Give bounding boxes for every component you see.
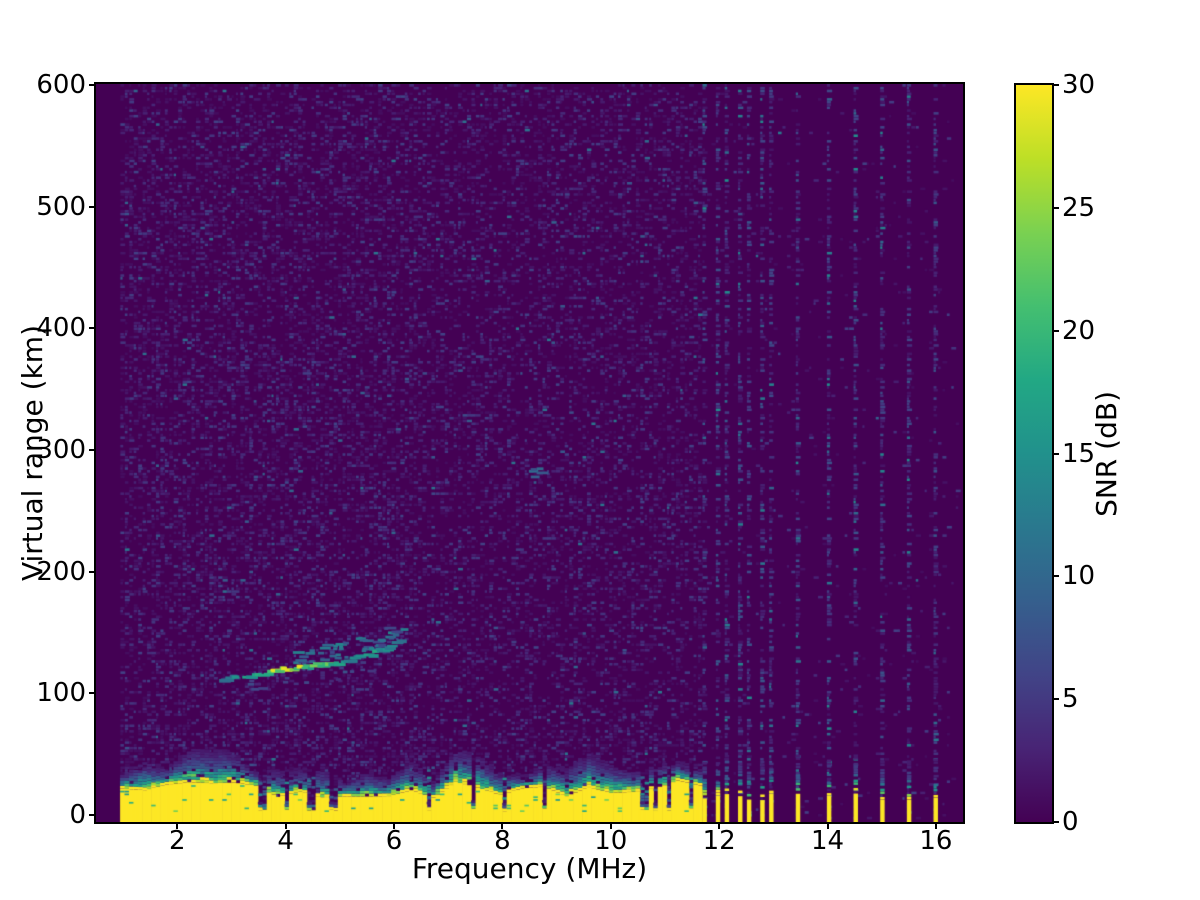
x-tick-label: 4	[277, 826, 294, 856]
colorbar-tick-label: 0	[1062, 807, 1079, 837]
colorbar-tick-label: 10	[1062, 561, 1096, 592]
colorbar-tick-mark	[1052, 84, 1059, 86]
y-tick-mark	[89, 205, 96, 208]
x-tick-label: 6	[385, 826, 403, 856]
colorbar-tick-mark	[1052, 329, 1059, 332]
colorbar-tick-label: 15	[1062, 438, 1096, 469]
colorbar-tick-mark	[1052, 206, 1059, 209]
x-tick-mark	[826, 822, 829, 829]
colorbar-gradient	[1016, 85, 1052, 822]
x-tick-mark	[718, 822, 721, 829]
x-tick-label: 12	[702, 826, 736, 856]
colorbar-tick-mark	[1052, 575, 1059, 578]
y-tick-mark	[89, 84, 96, 87]
ionogram-canvas	[96, 84, 963, 822]
y-tick-label: 100	[36, 678, 86, 709]
y-tick-label: 300	[36, 434, 86, 465]
x-tick-label: 8	[494, 826, 511, 856]
y-tick-label: 500	[36, 191, 86, 222]
x-tick-mark	[609, 822, 612, 829]
x-tick-label: 2	[169, 826, 186, 856]
colorbar-tick-label: 5	[1062, 684, 1079, 715]
colorbar-tick-mark	[1052, 452, 1059, 455]
x-axis-label: Frequency (MHz)	[411, 852, 648, 885]
y-tick-mark	[89, 570, 96, 573]
colorbar-tick-mark	[1052, 821, 1059, 823]
y-tick-mark	[89, 813, 96, 816]
x-tick-mark	[501, 822, 504, 829]
x-tick-mark	[934, 822, 937, 829]
x-tick-mark	[393, 822, 396, 829]
x-tick-label: 16	[919, 826, 953, 856]
colorbar-tick-label: 20	[1062, 315, 1096, 346]
colorbar-tick-label: 25	[1062, 192, 1096, 223]
y-tick-label: 200	[36, 556, 86, 587]
x-tick-label: 10	[594, 826, 628, 856]
colorbar-tick-mark	[1052, 698, 1059, 701]
x-tick-mark	[176, 822, 179, 829]
y-tick-mark	[89, 327, 96, 330]
y-tick-label: 600	[36, 70, 86, 101]
y-tick-mark	[89, 692, 96, 695]
x-tick-label: 14	[810, 826, 845, 856]
y-tick-mark	[89, 448, 96, 451]
y-tick-label: 400	[36, 313, 86, 344]
colorbar-tick-label: 30	[1062, 70, 1096, 100]
x-tick-mark	[284, 822, 287, 829]
y-tick-label: 0	[69, 799, 86, 830]
